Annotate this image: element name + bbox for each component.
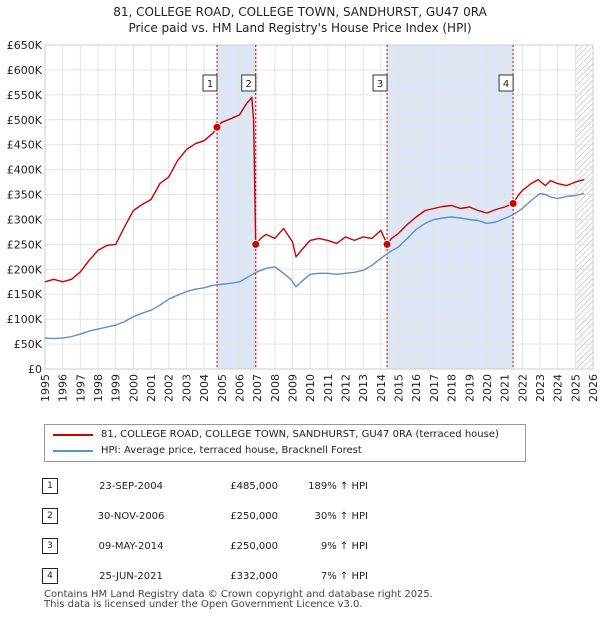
x-tick-label: 2008 — [269, 374, 282, 402]
sale-hpi-change: 189% ↑ HPI — [308, 480, 368, 492]
y-tick-label: £550K — [7, 89, 43, 102]
legend-label-hpi: HPI: Average price, terraced house, Brac… — [101, 445, 362, 456]
footer-licence: This data is licensed under the Open Gov… — [44, 599, 363, 610]
sale-date: 09-MAY-2014 — [98, 540, 164, 552]
sales-table: 1 23-SEP-2004 £485,000 189% ↑ HPI 2 30-N… — [42, 471, 368, 591]
table-row: 4 25-JUN-2021 £332,000 7% ↑ HPI — [42, 561, 368, 591]
x-tick-label: 2012 — [340, 374, 353, 402]
x-tick-label: 2001 — [145, 374, 158, 402]
legend-swatch-property — [53, 434, 93, 436]
hpi-series-line — [44, 192, 585, 340]
x-tick-label: 1999 — [110, 374, 123, 402]
x-tick-label: 1998 — [92, 374, 105, 402]
x-tick-label: 2022 — [516, 374, 529, 402]
legend-swatch-hpi — [53, 450, 93, 452]
x-tick-label: 2010 — [304, 374, 317, 402]
y-tick-label: £0 — [28, 363, 42, 376]
x-tick-label: 1995 — [39, 374, 52, 402]
sale-hpi-change: 7% ↑ HPI — [320, 570, 368, 582]
table-row: 1 23-SEP-2004 £485,000 189% ↑ HPI — [42, 471, 368, 501]
sale-number-badge: 2 — [42, 508, 58, 524]
x-tick-label: 1997 — [74, 374, 87, 402]
y-tick-label: £300K — [7, 213, 43, 226]
x-tick-label: 2005 — [216, 374, 229, 402]
property-series-line — [44, 96, 585, 283]
x-tick-label: 2017 — [428, 374, 441, 402]
legend: 81, COLLEGE ROAD, COLLEGE TOWN, SANDHURS… — [44, 424, 526, 462]
forecast-hatch — [575, 45, 593, 369]
y-tick-label: £650K — [7, 39, 43, 52]
sale-badge-box — [372, 74, 388, 92]
x-tick-label: 2025 — [569, 374, 582, 402]
x-tick-label: 2006 — [233, 374, 246, 402]
x-tick-label: 2026 — [587, 374, 600, 402]
x-tick-label: 2011 — [322, 374, 335, 402]
sale-hpi-change: 30% ↑ HPI — [314, 510, 368, 522]
sale-badge-box — [202, 74, 218, 92]
sale-badge-box — [241, 74, 257, 92]
x-tick-label: 2015 — [393, 374, 406, 402]
sale-point — [508, 199, 518, 209]
x-tick-label: 2004 — [198, 374, 211, 402]
sale-date: 25-JUN-2021 — [99, 570, 163, 582]
sale-price: £485,000 — [230, 480, 278, 492]
footer: Contains HM Land Registry data © Crown c… — [44, 590, 433, 610]
table-row: 3 09-MAY-2014 £250,000 9% ↑ HPI — [42, 531, 368, 561]
sale-point — [382, 239, 392, 249]
sale-price: £250,000 — [230, 510, 278, 522]
sale-badge-label: 3 — [377, 79, 383, 90]
chart-title-line-1: 81, COLLEGE ROAD, COLLEGE TOWN, SANDHURS… — [113, 5, 487, 19]
x-tick-label: 2003 — [180, 374, 193, 402]
sale-price: £332,000 — [230, 570, 278, 582]
y-tick-label: £200K — [7, 263, 43, 276]
y-tick-label: £450K — [7, 139, 43, 152]
table-row: 2 30-NOV-2006 £250,000 30% ↑ HPI — [42, 501, 368, 531]
price-chart: 1 2 3 4 £0 £50K £100K £150K £200K £250K £300K £350… — [7, 39, 600, 402]
x-tick-label: 2014 — [375, 374, 388, 402]
ownership-shade — [217, 45, 256, 369]
footer-copyright: Contains HM Land Registry data © Crown c… — [44, 589, 433, 600]
y-tick-label: £350K — [7, 189, 43, 202]
sale-date: 30-NOV-2006 — [97, 510, 165, 522]
y-tick-label: £600K — [7, 64, 43, 77]
y-tick-label: £100K — [7, 313, 43, 326]
ownership-shade — [387, 45, 514, 369]
x-tick-label: 2016 — [410, 374, 423, 402]
legend-label-property: 81, COLLEGE ROAD, COLLEGE TOWN, SANDHURS… — [101, 429, 499, 440]
x-tick-label: 1996 — [57, 374, 70, 402]
sale-badge-label: 4 — [503, 79, 509, 90]
sale-badge-label: 1 — [207, 79, 213, 90]
x-tick-label: 2024 — [552, 374, 565, 402]
y-tick-label: £500K — [7, 114, 43, 127]
x-tick-label: 2019 — [463, 374, 476, 402]
x-tick-label: 2018 — [446, 374, 459, 402]
x-tick-label: 2009 — [286, 374, 299, 402]
sale-number-badge: 3 — [42, 538, 58, 554]
plot-border — [44, 44, 594, 370]
sale-point — [251, 239, 261, 249]
sale-date: 23-SEP-2004 — [99, 480, 163, 492]
x-tick-label: 2021 — [499, 374, 512, 402]
x-tick-label: 2002 — [163, 374, 176, 402]
sale-number-badge: 1 — [42, 478, 58, 494]
sale-price: £250,000 — [230, 540, 278, 552]
y-tick-label: £50K — [14, 338, 43, 351]
sale-badge-box — [498, 74, 514, 92]
x-tick-label: 2013 — [357, 374, 370, 402]
y-tick-label: £150K — [7, 288, 43, 301]
sale-point — [212, 122, 222, 132]
y-tick-label: £400K — [7, 164, 43, 177]
x-tick-label: 2007 — [251, 374, 264, 402]
y-tick-label: £250K — [7, 238, 43, 251]
sale-hpi-change: 9% ↑ HPI — [320, 540, 368, 552]
x-tick-label: 2020 — [481, 374, 494, 402]
x-tick-label: 2000 — [127, 374, 140, 402]
chart-title-line-2: Price paid vs. HM Land Registry's House … — [128, 21, 472, 35]
sale-number-badge: 4 — [42, 568, 58, 584]
x-tick-label: 2023 — [534, 374, 547, 402]
sale-badge-label: 2 — [246, 79, 252, 90]
